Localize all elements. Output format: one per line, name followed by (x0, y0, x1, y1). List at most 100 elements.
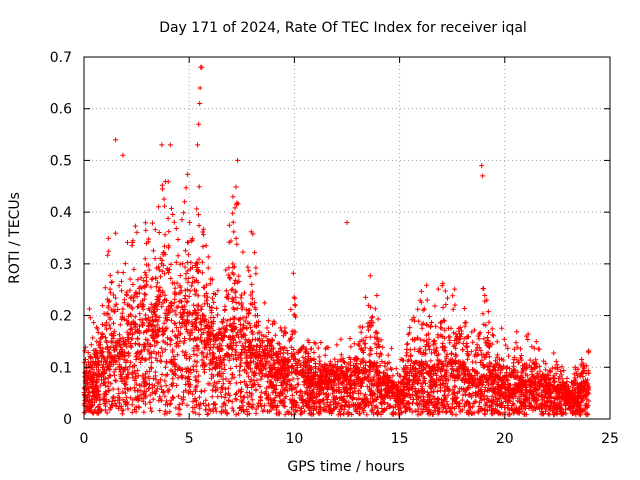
data-point (102, 285, 108, 291)
data-point (204, 282, 210, 288)
data-point (177, 283, 183, 289)
data-point (134, 329, 140, 335)
data-point (432, 303, 438, 309)
data-point (107, 286, 113, 292)
data-point (284, 348, 290, 353)
data-point (122, 261, 128, 267)
data-point (222, 367, 228, 372)
data-point (425, 409, 430, 414)
data-point (460, 407, 465, 413)
data-point (188, 266, 193, 272)
data-point (223, 267, 229, 273)
data-point (170, 376, 176, 382)
data-point (533, 357, 539, 363)
data-point (441, 405, 447, 411)
data-point (177, 320, 182, 326)
data-point (234, 397, 240, 403)
data-point (179, 373, 185, 379)
data-point (231, 271, 237, 277)
data-point (495, 352, 501, 358)
data-point (328, 370, 334, 376)
data-point (114, 340, 120, 346)
data-point (466, 352, 472, 358)
data-point (513, 340, 519, 346)
data-point (374, 345, 380, 350)
data-point (163, 373, 169, 379)
data-point (112, 372, 117, 378)
data-point (163, 383, 169, 389)
data-point (172, 321, 178, 327)
data-point (99, 303, 105, 309)
data-point (165, 245, 171, 251)
data-point (126, 313, 131, 319)
data-point (419, 358, 425, 364)
data-point (393, 366, 399, 372)
data-point (220, 316, 226, 322)
data-point (162, 292, 168, 298)
data-point (151, 349, 157, 355)
data-point (327, 374, 332, 380)
data-point (199, 270, 205, 276)
data-point (374, 396, 380, 402)
data-point (344, 386, 350, 392)
data-point (538, 381, 544, 386)
data-point (175, 237, 181, 242)
data-point (225, 390, 231, 396)
data-point (270, 383, 276, 389)
data-point (227, 322, 233, 328)
data-point (581, 362, 587, 368)
data-point (156, 287, 162, 293)
data-point (186, 389, 192, 395)
data-point (105, 252, 111, 258)
data-point (376, 354, 382, 360)
data-point (549, 400, 555, 406)
data-point (246, 411, 252, 417)
data-point (434, 353, 440, 359)
data-point (374, 411, 380, 417)
data-point (207, 381, 213, 387)
data-point (475, 392, 481, 398)
data-point (139, 285, 145, 291)
data-point (146, 349, 152, 355)
data-point (421, 338, 427, 344)
data-point (223, 288, 229, 294)
data-point (235, 411, 241, 417)
data-point (523, 333, 529, 339)
data-point (347, 403, 353, 409)
data-point (170, 380, 176, 386)
data-point (328, 385, 334, 391)
data-point (153, 355, 159, 361)
data-point (505, 402, 511, 408)
data-point (234, 200, 240, 206)
data-point (496, 396, 502, 402)
data-point (223, 391, 229, 397)
data-point (278, 367, 284, 373)
data-point (161, 196, 167, 202)
data-point (135, 277, 141, 283)
data-point (233, 235, 239, 241)
data-point (521, 366, 527, 372)
data-point (170, 308, 176, 314)
data-point (506, 353, 512, 359)
data-point (443, 302, 449, 307)
data-point (200, 350, 206, 356)
data-point (174, 383, 180, 388)
data-point (322, 377, 328, 382)
data-point (154, 332, 160, 338)
data-point (192, 405, 198, 411)
data-point (572, 375, 578, 381)
data-point (409, 409, 415, 415)
data-point (440, 305, 446, 310)
data-point (460, 347, 466, 353)
data-point (563, 407, 568, 413)
data-point (445, 361, 450, 367)
data-point (240, 315, 246, 321)
data-point (181, 340, 187, 346)
data-point (215, 312, 221, 318)
data-point (153, 388, 159, 394)
data-point (181, 210, 187, 216)
data-point (209, 394, 215, 400)
data-point (424, 405, 430, 411)
data-point (233, 412, 239, 418)
data-point (127, 276, 133, 282)
